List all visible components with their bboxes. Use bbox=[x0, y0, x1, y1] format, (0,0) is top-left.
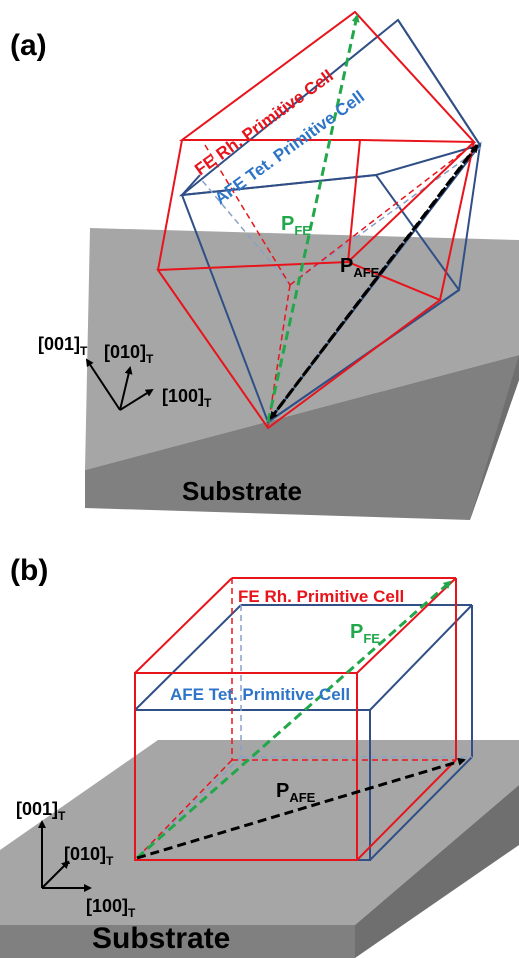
p-fe-label-b: PFE bbox=[350, 621, 380, 646]
substrate-b bbox=[0, 740, 519, 958]
fe-cell-a-hidden bbox=[204, 144, 473, 427]
fe-cell-b-hidden bbox=[134, 578, 456, 861]
panel-a: (a) Substrate bbox=[10, 10, 519, 520]
substrate-b-right bbox=[355, 785, 519, 958]
p-afe-label-a: PAFE bbox=[340, 255, 380, 280]
substrate-a bbox=[85, 228, 519, 520]
fe-cell-b bbox=[134, 577, 457, 861]
axis-010-label-b: [010]T bbox=[64, 844, 114, 868]
p-afe-arrow-a-tail bbox=[269, 144, 479, 419]
panel-b-label: (b) bbox=[10, 554, 48, 587]
fe-cell-a bbox=[156, 10, 477, 430]
substrate-a-right-side bbox=[470, 355, 519, 520]
panel-a-label: (a) bbox=[10, 29, 47, 62]
p-afe-arrow-b bbox=[136, 757, 466, 860]
fe-cell-label-b: FE Rh. Primitive Cell bbox=[238, 587, 404, 606]
axis-100-label-b: [100]T bbox=[86, 896, 136, 920]
axis-001-label-a: [001]T bbox=[38, 334, 88, 358]
substrate-b-front bbox=[0, 925, 355, 958]
axes-triad-a bbox=[85, 358, 154, 411]
axis-010-label-a: [010]T bbox=[104, 342, 154, 366]
substrate-b-label: Substrate bbox=[92, 922, 230, 955]
substrate-a-side bbox=[85, 355, 519, 520]
axis-100-label-a: [100]T bbox=[162, 386, 212, 410]
substrate-a-label: Substrate bbox=[182, 476, 302, 506]
p-afe-label-b: PAFE bbox=[276, 780, 316, 805]
axes-triad-b bbox=[38, 820, 92, 892]
axis-001-label-b: [001]T bbox=[16, 799, 66, 823]
panel-b: (b) Substrate bbox=[0, 554, 519, 958]
afe-cell-a-hidden bbox=[199, 147, 481, 286]
afe-cell-label-b: AFE Tet. Primitive Cell bbox=[170, 685, 350, 704]
p-fe-label-a: PFE bbox=[281, 213, 311, 238]
substrate-b-top bbox=[0, 740, 519, 925]
